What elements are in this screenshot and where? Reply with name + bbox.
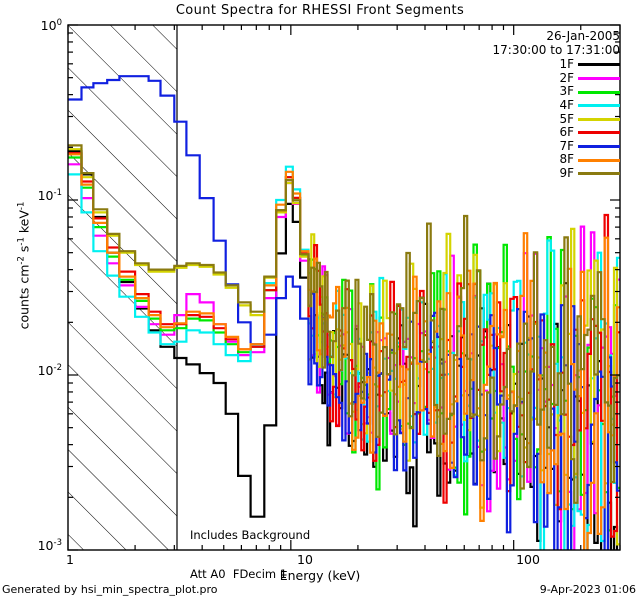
x-tick-label-1: 10 [297, 552, 313, 567]
legend-entries: 1F 2F 3F 4F 5F 6F 7F 8F 9F [559, 58, 620, 180]
x-tick-label-0: 1 [66, 552, 74, 567]
legend-label-6f: 6F [559, 125, 574, 140]
legend-swatch-1f [578, 58, 620, 72]
y-tick-exp-1: -1 [53, 187, 62, 198]
plot-annotation: Includes Background Att A0 FDecim 1 [190, 503, 310, 607]
legend-row-9f: 9F [559, 165, 620, 181]
legend-time-range: 17:30:00 to 17:31:00 [492, 42, 620, 57]
series-9f [68, 144, 620, 504]
y-axis-label: counts cm-2 s-1 keV-1 [16, 201, 32, 330]
legend-swatch-6f [578, 126, 620, 140]
legend-swatch-2f [578, 72, 620, 86]
annotation-line-1: Includes Background [190, 528, 311, 542]
legend-label-4f: 4F [559, 97, 574, 112]
footer-generated-by: Generated by hsi_min_spectra_plot.pro [2, 583, 218, 596]
legend-label-2f: 2F [559, 70, 574, 85]
x-axis-label: Energy (keV) [279, 568, 361, 583]
legend-row-2f: 2F [559, 70, 620, 86]
y-tick-label-1: 10-1 [37, 187, 62, 203]
legend-swatch-4f [578, 99, 620, 113]
legend-date: 26-Jan-2005 [546, 29, 620, 43]
legend: 26-Jan-2005 17:30:00 to 17:31:00 1F 2F 3F 4… [492, 29, 620, 181]
y-tick-label-2: 10-2 [37, 362, 62, 378]
data-series-group [68, 75, 620, 550]
legend-row-8f: 8F [559, 153, 620, 167]
y-tick-label-0: 100 [40, 17, 62, 33]
x-tick-label-2: 100 [516, 552, 540, 567]
page-title: Count Spectra for RHESSI Front Segments [175, 3, 465, 18]
legend-label-9f: 9F [559, 165, 574, 180]
y-tick-exp-2: -2 [53, 362, 62, 373]
legend-swatch-5f [578, 113, 620, 127]
y-tick-label-3: 10-3 [37, 537, 62, 553]
legend-row-4f: 4F [559, 97, 620, 113]
legend-label-8f: 8F [559, 152, 574, 167]
y-tick-exp-3: -3 [53, 537, 62, 548]
legend-row-5f: 5F [559, 111, 620, 127]
legend-label-5f: 5F [559, 111, 574, 126]
legend-swatch-7f [578, 140, 620, 154]
legend-row-7f: 7F [559, 138, 620, 154]
annotation-line-2: Att A0 FDecim 1 [190, 567, 288, 581]
footer-generated-date: 9-Apr-2023 01:06 [539, 583, 636, 596]
legend-row-3f: 3F [559, 85, 620, 99]
legend-label-1f: 1F [559, 57, 574, 72]
series-7f [68, 75, 620, 550]
axis-group [67, 24, 621, 551]
legend-swatch-8f [578, 153, 620, 167]
legend-row-6f: 6F [559, 126, 620, 140]
legend-label-7f: 7F [559, 138, 574, 153]
y-tick-exp-0: 0 [56, 17, 62, 28]
hatched-cutoff-region [68, 25, 177, 550]
legend-label-3f: 3F [559, 84, 574, 99]
plot-frame [67, 24, 621, 551]
legend-swatch-9f [578, 167, 620, 181]
legend-swatch-3f [578, 85, 620, 99]
legend-row-1f: 1F [559, 58, 620, 72]
